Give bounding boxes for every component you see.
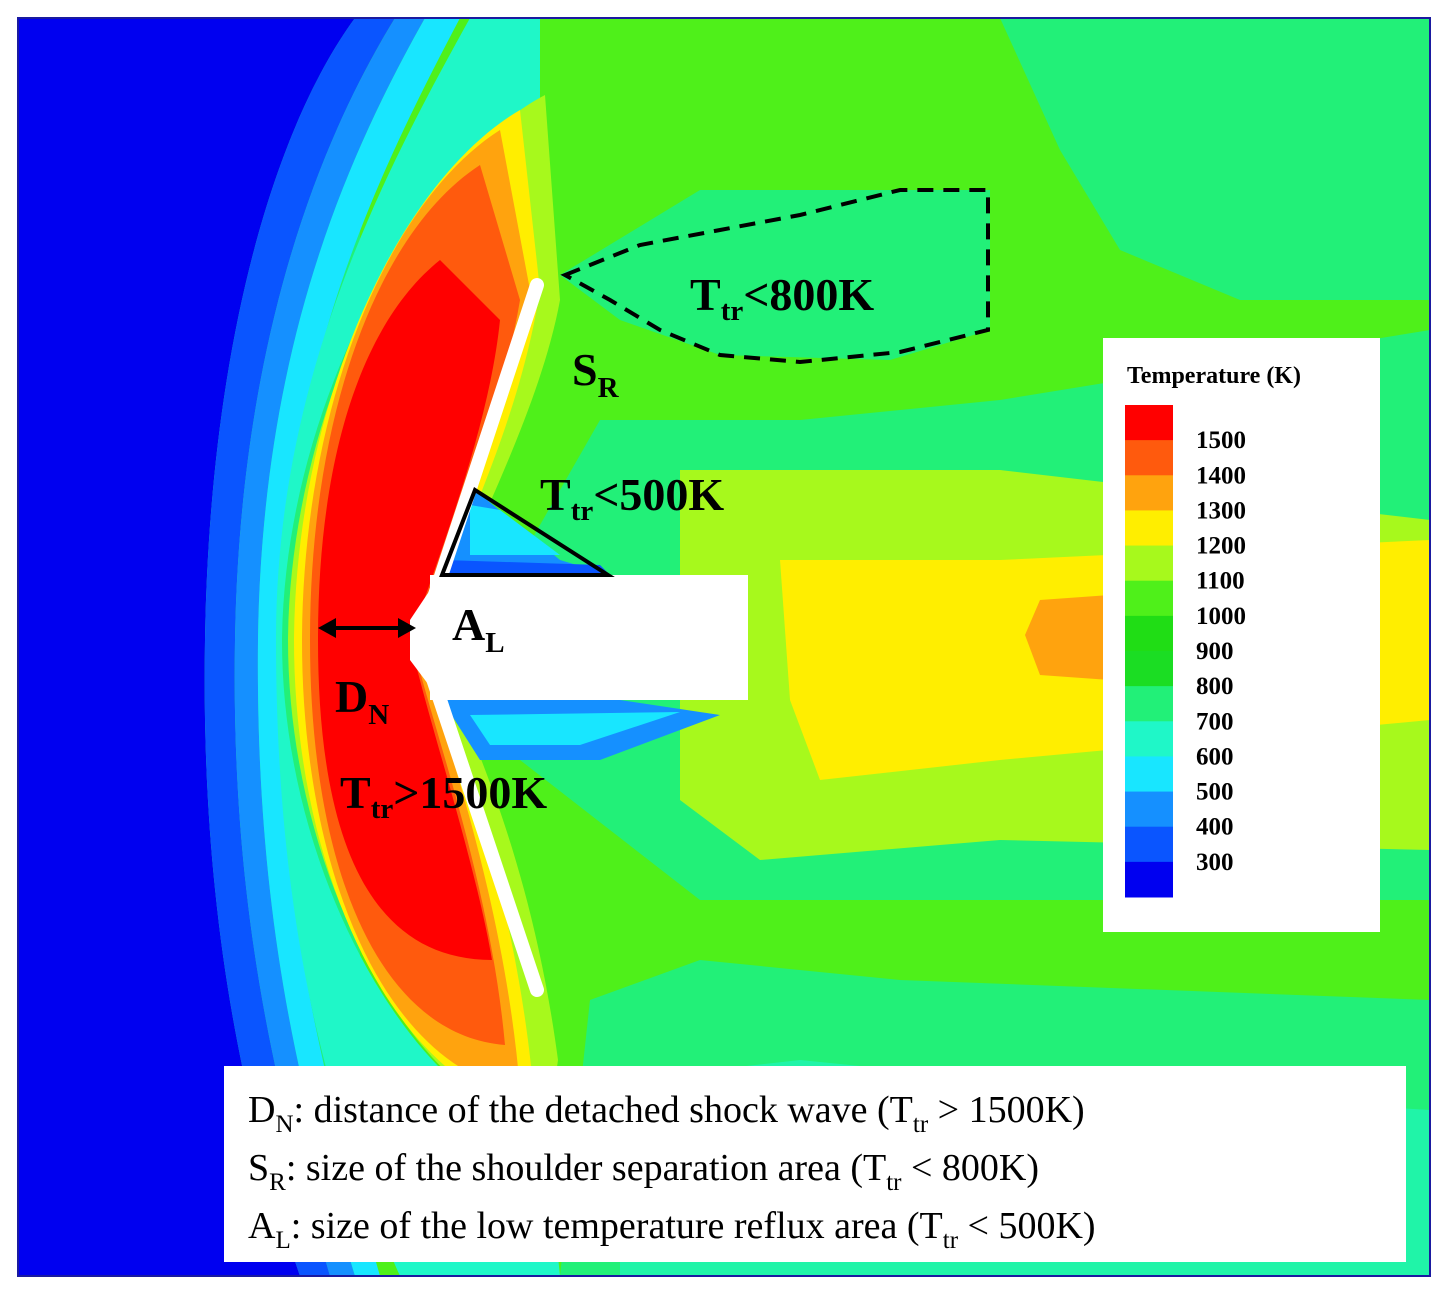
reflux-cold-top-inner	[470, 505, 560, 555]
definition-line: DN: distance of the detached shock wave …	[248, 1089, 1085, 1138]
label-t800: Ttr<800K	[690, 269, 874, 327]
field-freestream-300	[18, 18, 355, 1276]
separation-area-outline	[560, 188, 990, 365]
legend-tick-label: 700	[1196, 708, 1234, 735]
capsule-nose-fill	[410, 575, 440, 700]
definition-line: AL: size of the low temperature reflux a…	[248, 1205, 1096, 1254]
label-dn: DN	[335, 671, 389, 731]
field-cool-zone-top	[560, 190, 990, 360]
definitions-lines: DN: distance of the detached shock wave …	[248, 1089, 1096, 1254]
field-teal-top-right	[1000, 18, 1430, 300]
legend-swatch	[1125, 861, 1173, 898]
legend-swatch	[1125, 475, 1173, 511]
reflux-cold-top-base	[442, 560, 610, 576]
sting-support	[430, 575, 748, 700]
legend-swatch	[1125, 545, 1173, 582]
plot-frame	[17, 17, 1431, 1277]
field-band-600	[257, 18, 460, 1276]
legend-swatches	[1125, 405, 1173, 898]
legend-swatch	[1125, 686, 1173, 722]
shock-band-1500	[318, 260, 500, 960]
legend-swatch	[1125, 580, 1173, 617]
legend-tick-label: 800	[1196, 673, 1234, 700]
field-green-zone	[360, 18, 1430, 1276]
legend-swatch	[1125, 510, 1173, 547]
legend-swatch	[1125, 405, 1173, 441]
shock-band-700	[276, 18, 560, 1276]
reflux-cold-bottom-inner	[470, 712, 680, 745]
reflux-area-triangle	[439, 486, 615, 577]
definition-line: SR: size of the shoulder separation area…	[248, 1147, 1039, 1196]
legend-tick-label: 1500	[1196, 427, 1246, 454]
legend-swatch	[1125, 791, 1173, 828]
legend-tick-label: 1400	[1196, 462, 1246, 489]
legend-swatch	[1125, 721, 1173, 757]
legend-title: Temperature (K)	[1127, 363, 1301, 389]
definitions-background	[224, 1066, 1406, 1262]
field-band-500	[234, 18, 425, 1276]
legend-tick-label: 1100	[1196, 568, 1245, 595]
label-t500: Ttr<500K	[540, 469, 724, 527]
legend-tick-label: 900	[1196, 638, 1234, 665]
legend-tick-label: 1000	[1196, 603, 1246, 630]
legend-swatch	[1125, 651, 1173, 687]
label-t1500: Ttr>1500K	[340, 767, 547, 825]
legend-swatch	[1125, 440, 1173, 476]
legend-tick-label: 300	[1196, 849, 1234, 876]
label-al: AL	[452, 599, 505, 659]
label-sr: SR	[572, 344, 620, 404]
legend-tick-label: 600	[1196, 743, 1234, 770]
legend-tick-label: 400	[1196, 814, 1234, 841]
definitions-box: DN: distance of the detached shock wave …	[224, 1066, 1406, 1262]
legend-ticks: 1500 1400 1300 1200 1100 1000 900 800 700 600 500 4…	[1196, 427, 1246, 876]
legend-swatch	[1125, 615, 1173, 652]
legend-tick-label: 1200	[1196, 533, 1246, 560]
legend-tick-label: 500	[1196, 779, 1234, 806]
dn-arrow	[318, 618, 416, 638]
legend-tick-label: 1300	[1196, 497, 1246, 524]
field-band-400	[204, 18, 395, 1276]
legend-swatch	[1125, 756, 1173, 793]
legend-swatch	[1125, 826, 1173, 863]
colorbar-legend: Temperature (K) 1500 1400 1300 1200 1100 1000…	[1103, 338, 1380, 932]
